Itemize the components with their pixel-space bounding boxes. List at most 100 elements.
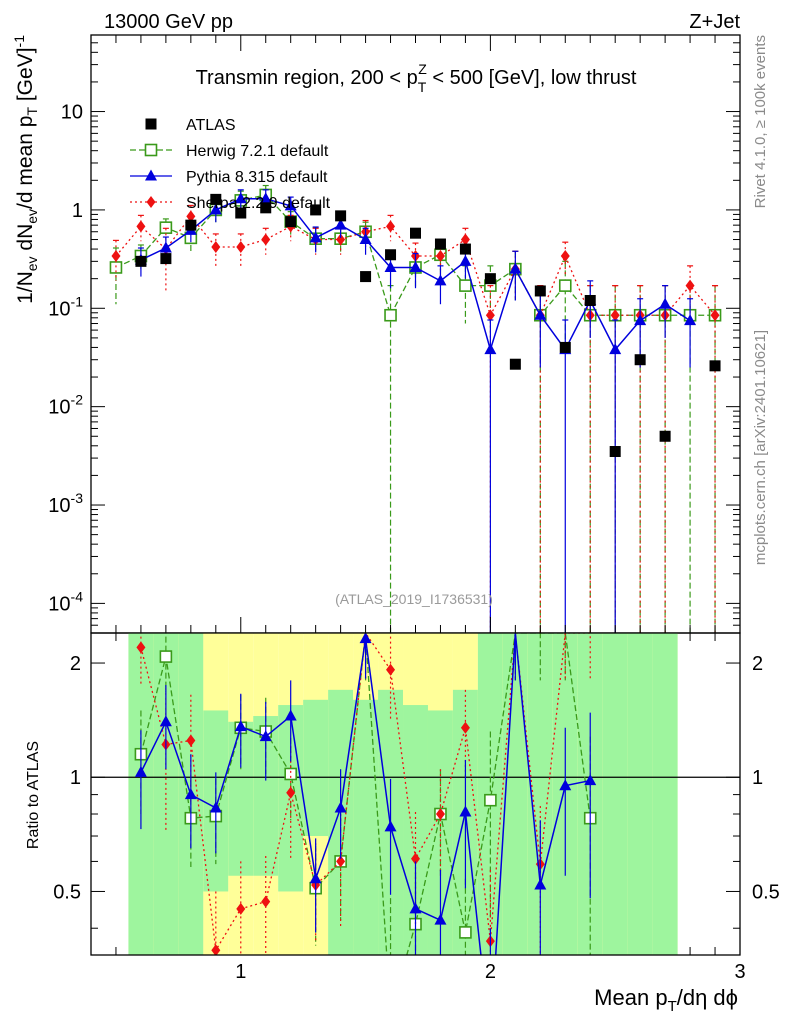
point-data xyxy=(484,273,496,285)
point-data xyxy=(509,358,521,370)
ratio-series-pythia xyxy=(134,633,597,955)
green-band xyxy=(627,633,653,955)
ratio-point-pythia xyxy=(534,878,547,890)
rivet-label: Rivet 4.1.0, ≥ 100k events xyxy=(752,35,769,208)
legend-marker xyxy=(145,118,157,130)
point-data xyxy=(160,253,172,265)
series-pythia xyxy=(134,189,697,633)
point-sherpa xyxy=(685,279,695,292)
point-sherpa xyxy=(710,309,720,322)
ratio-point-sherpa xyxy=(411,852,420,865)
point-data xyxy=(135,255,147,267)
green-band xyxy=(502,633,528,955)
point-data xyxy=(534,285,546,297)
point-pythia xyxy=(434,274,447,286)
point-herwig xyxy=(384,308,397,322)
ratio-point-pythia xyxy=(284,709,297,721)
ratio-point-herwig xyxy=(484,793,497,807)
ratio-point-sherpa xyxy=(236,902,246,915)
point-pythia xyxy=(634,314,647,326)
legend-item-data: ATLAS xyxy=(145,117,236,134)
ratio-point-sherpa xyxy=(460,721,470,734)
green-band xyxy=(602,633,628,955)
point-pythia xyxy=(159,241,172,253)
green-band xyxy=(652,633,678,955)
point-data xyxy=(285,216,297,228)
point-sherpa xyxy=(386,220,396,233)
ratio-series-layer xyxy=(134,633,597,955)
ratio-point-herwig xyxy=(284,767,297,781)
ratio-point-pythia xyxy=(259,730,272,742)
ratio-point-pythia xyxy=(134,765,147,777)
ratio-point-pythia xyxy=(359,633,372,644)
x-axis-label: Mean pT/dη dϕ xyxy=(594,985,738,1015)
ratio-point-pythia xyxy=(559,779,572,791)
x-axis-tick-labels: 1 2 3 xyxy=(235,961,745,983)
title-sup: Z xyxy=(418,61,427,77)
point-sherpa xyxy=(560,250,570,263)
point-pythia xyxy=(409,260,422,272)
point-pythia xyxy=(509,262,522,274)
point-pythia xyxy=(284,199,297,211)
point-pythia xyxy=(459,254,472,266)
ratio-point-pythia xyxy=(384,820,397,832)
legend-item-herwig: Herwig 7.2.1 default xyxy=(130,143,329,160)
point-pythia xyxy=(209,203,222,215)
point-data xyxy=(185,219,197,231)
y-tick-label: 10-3 xyxy=(48,490,83,517)
ratio-point-herwig xyxy=(459,926,472,939)
header-left: 13000 GeV pp xyxy=(104,11,233,33)
legend-marker xyxy=(145,169,157,181)
ratio-point-sherpa xyxy=(286,786,296,799)
ratio-y-tick-label: 0.5 xyxy=(53,881,81,903)
analysis-watermark: (ATLAS_2019_I1736531) xyxy=(335,591,493,607)
point-herwig xyxy=(159,221,173,234)
legend-item-pythia: Pythia 8.315 default xyxy=(130,169,328,186)
point-sherpa xyxy=(236,240,246,253)
y-tick-label: 1 xyxy=(72,200,83,222)
point-sherpa xyxy=(485,309,495,322)
y-tick-label: 10-2 xyxy=(48,392,83,419)
ratio-y-tick-label-right: 1 xyxy=(752,767,763,789)
main-series-layer xyxy=(109,184,722,633)
mcplots-label: mcplots.cern.ch [arXiv:2401.10621] xyxy=(752,330,769,565)
point-pythia xyxy=(609,343,622,355)
point-sherpa xyxy=(111,250,121,263)
series-data xyxy=(135,193,721,458)
point-data xyxy=(459,243,471,255)
x-tick-label: 2 xyxy=(485,961,496,983)
ratio-y-tick-label: 2 xyxy=(70,653,81,675)
ratio-point-pythia xyxy=(209,801,222,813)
ratio-point-pythia xyxy=(184,788,197,800)
ratio-y-tick-label-right: 2 xyxy=(752,653,763,675)
point-data xyxy=(609,446,621,458)
ratio-point-sherpa xyxy=(386,663,396,676)
x-tick-label: 1 xyxy=(235,961,246,983)
point-data xyxy=(410,227,421,239)
ratio-y-tick-label-right: 0.5 xyxy=(752,881,780,903)
point-sherpa xyxy=(136,220,146,233)
ratio-y-tick-label: 1 xyxy=(70,767,81,789)
point-data xyxy=(659,430,671,442)
point-pythia xyxy=(484,343,497,355)
title-sub: T xyxy=(418,79,427,95)
x-tick-label: 3 xyxy=(734,961,745,983)
point-pythia xyxy=(359,233,372,245)
y-tick-label: 10-4 xyxy=(48,588,83,615)
point-sherpa xyxy=(610,309,620,322)
main-y-axis-label: 1/Nev dNev/d mean pT [GeV]-1 xyxy=(11,35,40,304)
ratio-axis-ticks: 0.5 0.5 1 1 2 2 xyxy=(53,653,780,929)
point-data xyxy=(235,207,247,219)
ratio-point-sherpa xyxy=(186,734,196,747)
point-pythia xyxy=(334,218,347,230)
point-sherpa xyxy=(460,233,470,246)
ratio-point-pythia xyxy=(234,720,247,732)
ratio-point-sherpa xyxy=(136,641,146,654)
green-band xyxy=(303,699,329,837)
legend-label: ATLAS xyxy=(186,117,236,134)
ratio-point-sherpa xyxy=(261,895,271,908)
point-data xyxy=(260,202,272,214)
point-data xyxy=(385,249,397,261)
point-sherpa xyxy=(435,250,445,263)
